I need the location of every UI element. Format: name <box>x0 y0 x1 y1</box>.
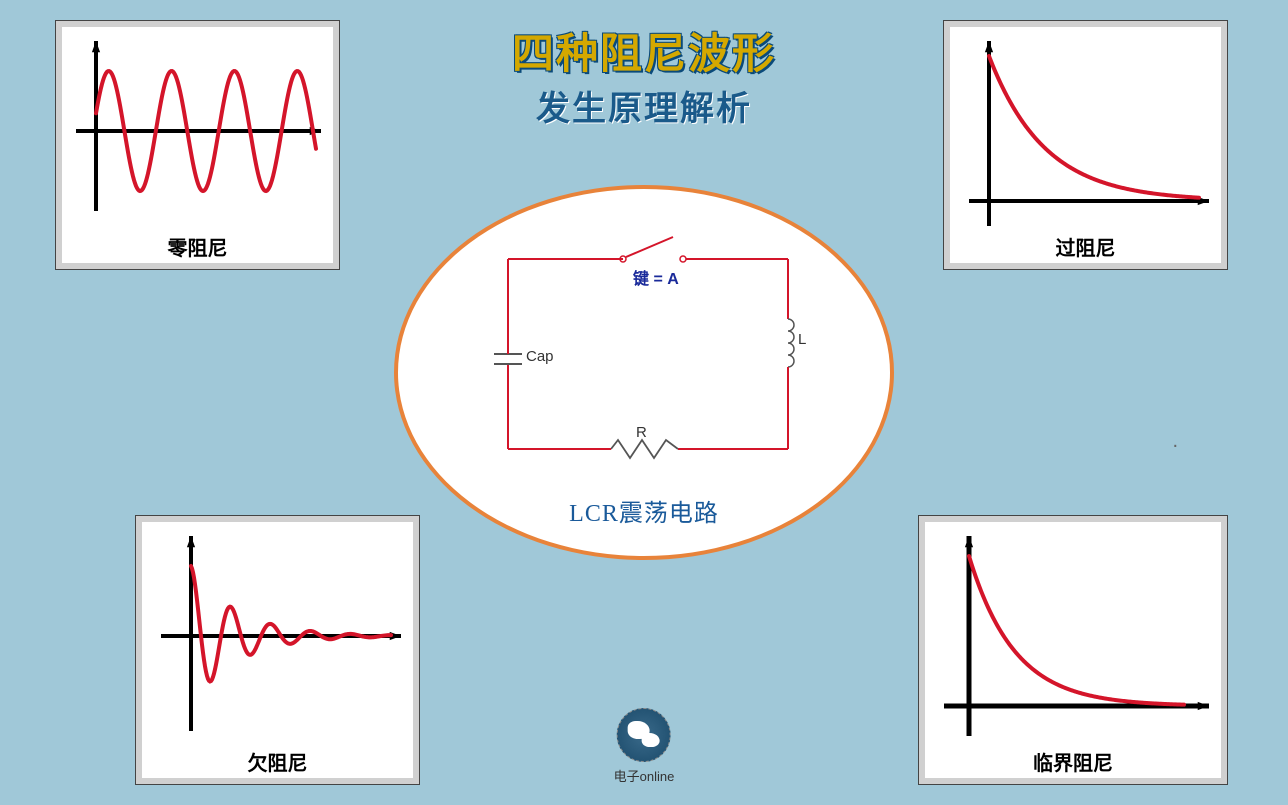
title-sub: 发生原理解析 <box>512 81 776 130</box>
svg-text:Cap: Cap <box>526 348 554 365</box>
label-zero-damping: 零阻尼 <box>168 232 228 261</box>
panel-critical-damping: 临界阻尼 <box>918 515 1228 785</box>
svg-text:键 = A: 键 = A <box>632 269 679 288</box>
label-under-damping: 欠阻尼 <box>248 747 308 776</box>
title-block: 四种阻尼波形 发生原理解析 <box>512 20 776 130</box>
stray-dot: . <box>1172 430 1178 453</box>
brand-logo: 电子online <box>614 708 675 785</box>
svg-text:L: L <box>798 331 806 348</box>
waveform-over-damping <box>954 31 1219 231</box>
svg-text:R: R <box>636 424 647 441</box>
circuit-label: LCR震荡电路 <box>569 493 719 528</box>
panel-over-damping: 过阻尼 <box>943 20 1228 270</box>
center-circuit-oval: 键 = A Cap L R LCR震荡电路 <box>394 185 894 560</box>
label-critical-damping: 临界阻尼 <box>1033 747 1113 776</box>
globe-icon <box>617 708 671 762</box>
waveform-zero-damping <box>66 31 331 231</box>
panel-zero-damping: 零阻尼 <box>55 20 340 270</box>
waveform-critical-damping <box>929 526 1219 746</box>
panel-under-damping: 欠阻尼 <box>135 515 420 785</box>
waveform-under-damping <box>146 526 411 746</box>
label-over-damping: 过阻尼 <box>1056 232 1116 261</box>
title-main: 四种阻尼波形 <box>512 20 776 81</box>
brand-text: 电子online <box>614 766 675 785</box>
